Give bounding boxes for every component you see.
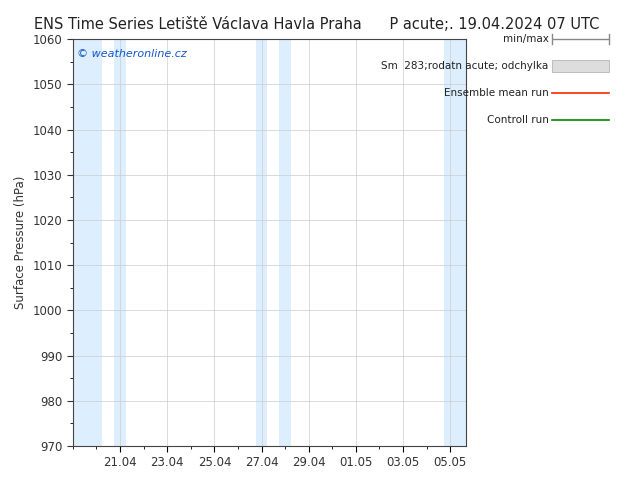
Text: © weatheronline.cz: © weatheronline.cz <box>77 49 186 59</box>
Bar <box>114 39 126 446</box>
Bar <box>279 39 291 446</box>
Text: min/max: min/max <box>503 34 548 44</box>
Y-axis label: Surface Pressure (hPa): Surface Pressure (hPa) <box>14 176 27 309</box>
Text: ENS Time Series Letiště Václava Havla Praha      P acute;. 19.04.2024 07 UTC: ENS Time Series Letiště Václava Havla Pr… <box>34 17 600 32</box>
Bar <box>444 39 466 446</box>
Text: Ensemble mean run: Ensemble mean run <box>444 88 548 98</box>
Text: Controll run: Controll run <box>486 115 548 125</box>
Text: Sm  283;rodatn acute; odchylka: Sm 283;rodatn acute; odchylka <box>381 61 548 71</box>
Bar <box>73 39 102 446</box>
Bar <box>256 39 268 446</box>
